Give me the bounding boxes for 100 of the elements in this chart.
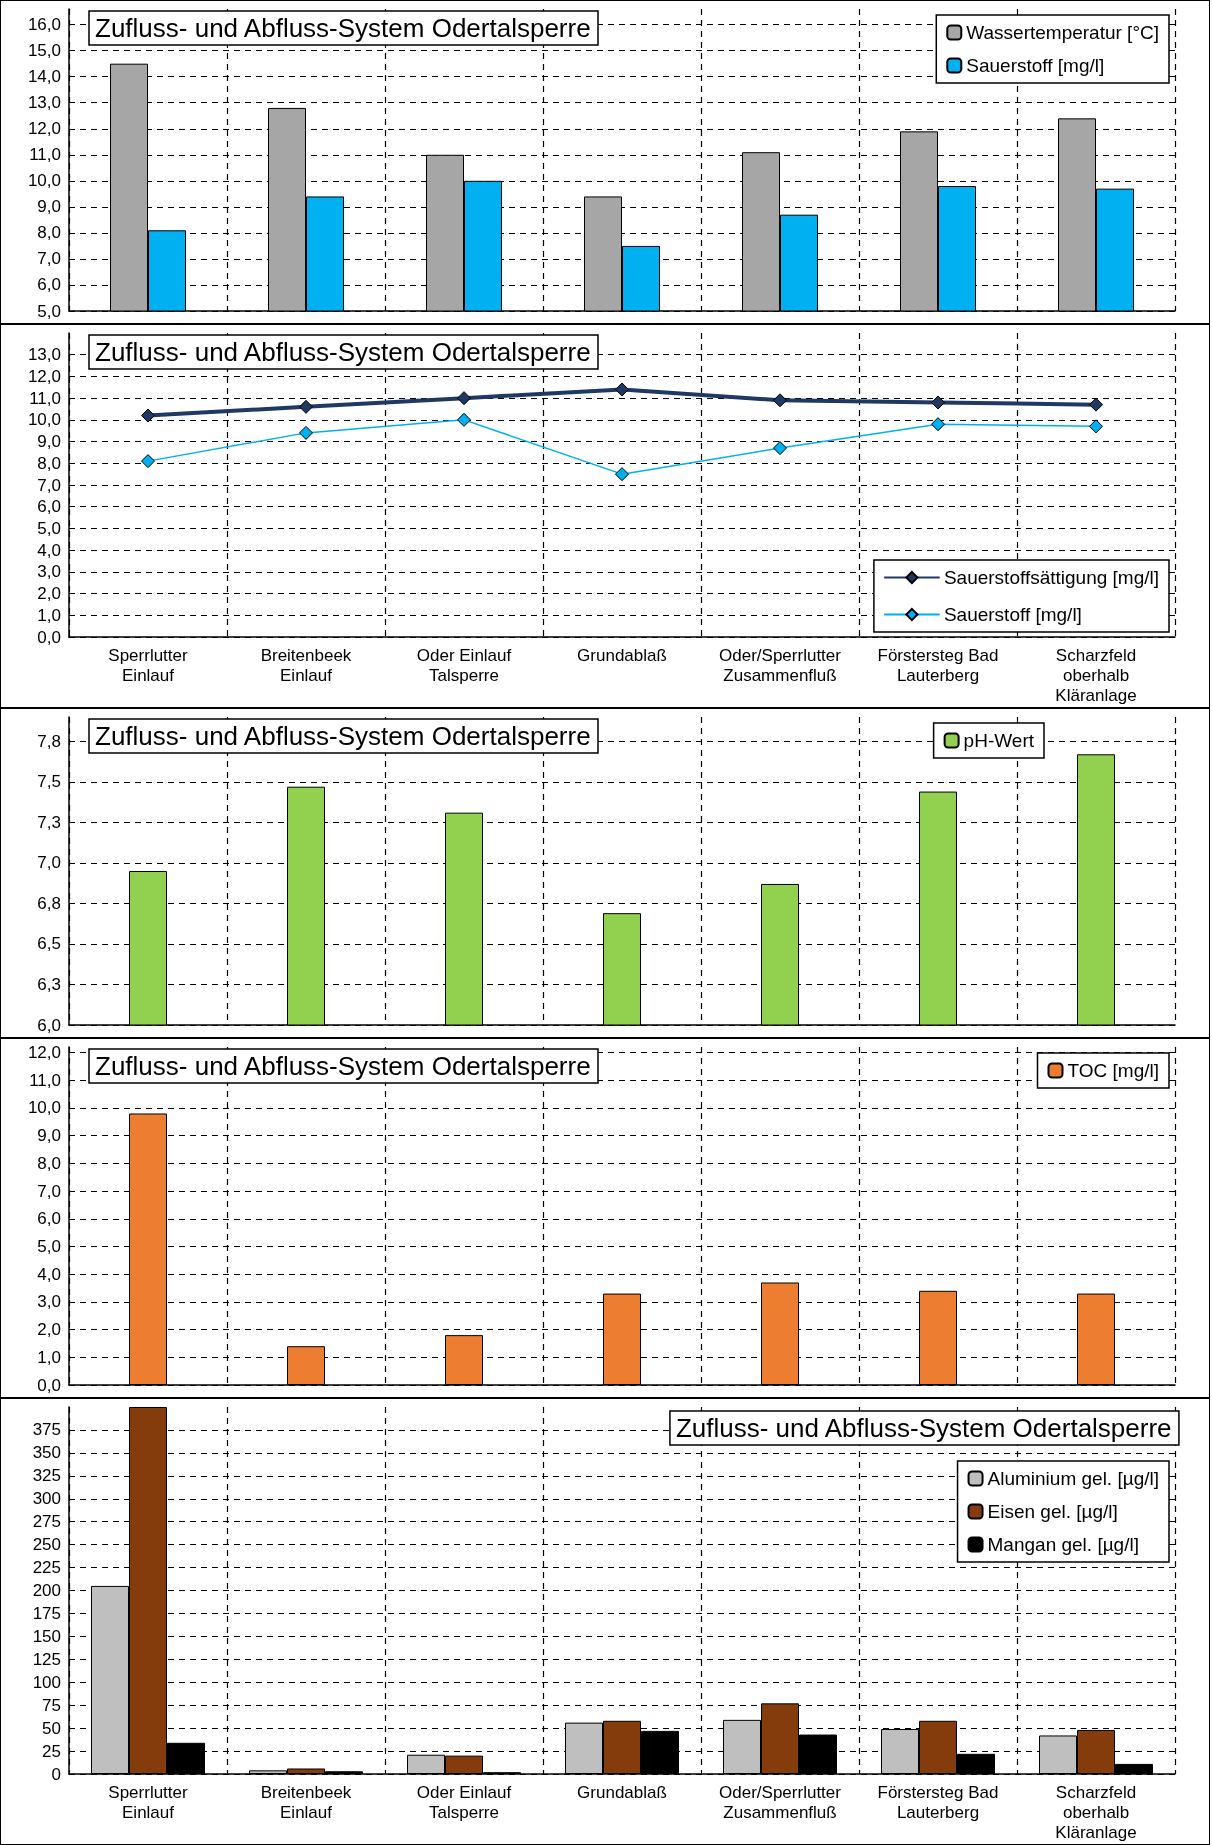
y-tick-label: 14,0 [27, 67, 61, 87]
point [1089, 397, 1103, 412]
y-tick-label: 250 [32, 1535, 61, 1555]
y-tick-label: 275 [32, 1512, 61, 1532]
legend-label: Eisen gel. [µg/l] [987, 1501, 1118, 1522]
y-tick-label: 300 [32, 1489, 61, 1509]
y-tick-label: 7,5 [37, 772, 61, 792]
x-tick-label: Förstersteg Bad Lauterberg [877, 645, 999, 685]
y-tick-label: 7,0 [37, 249, 61, 269]
chart-title: Zufluss- und Abfluss-System Odertalsperre [95, 721, 591, 751]
y-tick-label: 2,0 [37, 584, 61, 604]
x-tick-label: Scharzfeld oberhalb Kläranlage [1055, 645, 1137, 705]
y-tick-label: 6,3 [37, 974, 61, 994]
y-tick-label: 6,0 [37, 275, 61, 295]
x-tick-label: Oder/Sperrlutter Zusammenfluß [719, 645, 842, 685]
x-tick-label: Oder Einlauf Talsperre [416, 1782, 512, 1822]
y-tick-label: 4,0 [37, 1264, 61, 1284]
y-tick-label: 200 [32, 1581, 61, 1600]
y-tick-label: 8,0 [37, 453, 61, 473]
y-tick-label: 13,0 [27, 93, 61, 113]
point [299, 399, 313, 414]
x-tick-label: Sperrlutter Einlauf [108, 645, 189, 685]
y-tick-label: 25 [42, 1741, 61, 1761]
y-tick-label: 1,0 [37, 1347, 61, 1367]
y-tick-label: 6,8 [37, 893, 61, 913]
legend-label: Aluminium gel. [µg/l] [987, 1468, 1160, 1489]
chart-title: Zufluss- und Abfluss-System Odertalsperre [675, 1413, 1172, 1443]
y-tick-label: 325 [32, 1466, 61, 1486]
y-tick-label: 10,0 [27, 171, 61, 191]
legend-label: Wassertemperatur [°C] [966, 22, 1159, 43]
point [931, 395, 945, 410]
point [141, 408, 155, 423]
y-tick-label: 5,0 [37, 301, 61, 321]
y-tick-label: 75 [42, 1695, 61, 1715]
y-tick-label: 10,0 [27, 410, 61, 430]
y-tick-label: 16,0 [27, 15, 61, 35]
y-tick-label: 9,0 [37, 1126, 61, 1146]
y-tick-label: 7,3 [37, 812, 61, 832]
y-tick-label: 50 [42, 1718, 61, 1738]
point [615, 467, 629, 482]
point [931, 417, 945, 432]
y-tick-label: 4,0 [37, 540, 61, 560]
legend-label: Sauerstoffsättigung [mg/l] [943, 567, 1159, 588]
y-tick-label: 6,5 [37, 934, 61, 954]
y-tick-label: 0 [51, 1764, 61, 1784]
y-tick-label: 11,0 [29, 388, 61, 408]
y-tick-label: 7,0 [37, 475, 61, 495]
y-tick-label: 1,0 [37, 605, 61, 625]
y-tick-label: 7,8 [37, 731, 61, 751]
y-tick-label: 12,0 [27, 366, 61, 386]
point [1089, 419, 1103, 434]
y-tick-label: 3,0 [37, 1292, 61, 1312]
point [141, 454, 155, 469]
y-tick-label: 8,0 [37, 223, 61, 243]
y-tick-label: 6,0 [37, 1209, 61, 1229]
chart-title: Zufluss- und Abfluss-System Odertalsperre [95, 337, 591, 367]
y-tick-label: 7,0 [37, 853, 61, 873]
y-tick-label: 100 [32, 1672, 61, 1692]
y-tick-label: 11,0 [29, 145, 61, 165]
y-tick-label: 12,0 [27, 119, 61, 139]
x-tick-label: Breitenbeek Einlauf [260, 645, 352, 685]
y-tick-label: 9,0 [37, 197, 61, 217]
chart-title: Zufluss- und Abfluss-System Odertalsperre [95, 1051, 591, 1081]
y-tick-label: 2,0 [37, 1320, 61, 1340]
y-tick-label: 9,0 [37, 432, 61, 452]
y-tick-label: 3,0 [37, 562, 61, 582]
x-tick-label: Breitenbeek Einlauf [260, 1782, 352, 1822]
point [457, 412, 471, 427]
point [457, 391, 471, 406]
point [773, 393, 787, 408]
y-tick-label: 8,0 [37, 1153, 61, 1173]
y-tick-label: 12,0 [27, 1043, 61, 1063]
point [615, 382, 629, 397]
x-tick-label: Oder/Sperrlutter Zusammenfluß [719, 1782, 842, 1822]
y-tick-label: 150 [32, 1626, 61, 1646]
point [773, 441, 787, 456]
y-tick-label: 350 [32, 1443, 61, 1463]
y-tick-label: 5,0 [37, 518, 61, 538]
point [299, 425, 313, 440]
legend-label: pH-Wert [963, 730, 1035, 751]
y-tick-label: 6,0 [37, 497, 61, 517]
x-tick-label: Oder Einlauf Talsperre [416, 645, 512, 685]
y-tick-label: 11,0 [29, 1070, 61, 1090]
y-tick-label: 125 [32, 1649, 61, 1669]
x-tick-label: Scharzfeld oberhalb Kläranlage [1055, 1782, 1137, 1842]
x-tick-label: Grundablaß [577, 645, 667, 665]
y-tick-label: 0,0 [37, 627, 61, 647]
y-tick-label: 375 [32, 1420, 61, 1440]
chart-title: Zufluss- und Abfluss-System Odertalsperre [95, 13, 591, 43]
legend-label: Sauerstoff [mg/l] [966, 55, 1105, 76]
y-tick-label: 175 [32, 1603, 61, 1623]
y-tick-label: 15,0 [27, 41, 61, 61]
x-tick-label: Förstersteg Bad Lauterberg [877, 1782, 999, 1822]
y-tick-label: 5,0 [37, 1236, 61, 1256]
y-tick-label: 6,0 [37, 1015, 61, 1035]
x-tick-label: Sperrlutter Einlauf [108, 1782, 189, 1822]
y-tick-label: 0,0 [37, 1375, 61, 1395]
x-tick-label: Grundablaß [577, 1782, 667, 1802]
legend-label: Mangan gel. [µg/l] [987, 1534, 1139, 1555]
y-tick-label: 10,0 [27, 1098, 61, 1118]
